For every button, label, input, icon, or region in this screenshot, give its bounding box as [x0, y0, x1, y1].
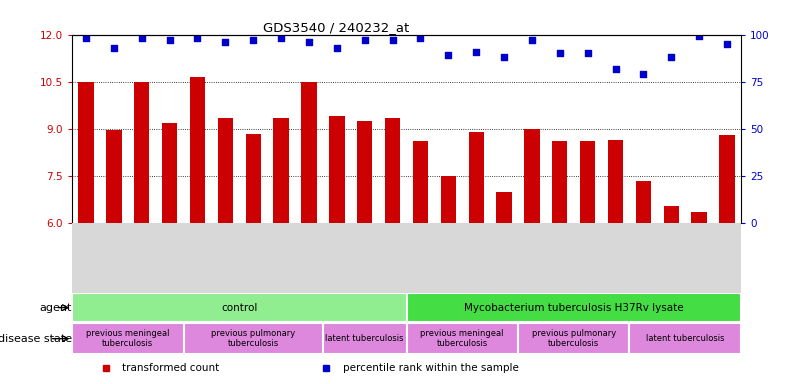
- Bar: [552, 141, 567, 223]
- Text: previous meningeal
tuberculosis: previous meningeal tuberculosis: [86, 329, 170, 348]
- Text: previous meningeal
tuberculosis: previous meningeal tuberculosis: [421, 329, 504, 348]
- Bar: [608, 140, 623, 223]
- Bar: [630, 323, 741, 354]
- Point: [163, 37, 176, 43]
- Text: control: control: [221, 303, 257, 313]
- Bar: [518, 323, 630, 354]
- Bar: [246, 134, 261, 223]
- Bar: [134, 82, 150, 223]
- Text: latent tuberculosis: latent tuberculosis: [646, 334, 724, 343]
- Point: [497, 54, 510, 60]
- Bar: [636, 181, 651, 223]
- Point: [582, 50, 594, 56]
- Point: [721, 41, 734, 47]
- Bar: [469, 132, 484, 223]
- Bar: [218, 118, 233, 223]
- Point: [247, 37, 260, 43]
- Bar: [329, 116, 344, 223]
- Text: agent: agent: [40, 303, 72, 313]
- Text: previous pulmonary
tuberculosis: previous pulmonary tuberculosis: [532, 329, 616, 348]
- Point: [79, 35, 92, 41]
- Bar: [323, 323, 406, 354]
- Text: GDS3540 / 240232_at: GDS3540 / 240232_at: [264, 21, 409, 34]
- Bar: [72, 323, 183, 354]
- Bar: [301, 82, 316, 223]
- Bar: [497, 192, 512, 223]
- Bar: [580, 141, 595, 223]
- Bar: [183, 323, 323, 354]
- Text: latent tuberculosis: latent tuberculosis: [325, 334, 404, 343]
- Point: [693, 33, 706, 40]
- Bar: [406, 293, 741, 322]
- Bar: [385, 118, 400, 223]
- Point: [609, 65, 622, 71]
- Bar: [413, 141, 428, 223]
- Text: previous pulmonary
tuberculosis: previous pulmonary tuberculosis: [211, 329, 296, 348]
- Point: [553, 50, 566, 56]
- Bar: [162, 122, 177, 223]
- Point: [331, 45, 344, 51]
- Bar: [107, 131, 122, 223]
- Point: [637, 71, 650, 77]
- Point: [665, 54, 678, 60]
- Point: [442, 52, 455, 58]
- Bar: [72, 293, 407, 322]
- Point: [358, 37, 371, 43]
- Point: [275, 35, 288, 41]
- Bar: [357, 121, 372, 223]
- Text: percentile rank within the sample: percentile rank within the sample: [343, 363, 519, 373]
- Point: [525, 37, 538, 43]
- Bar: [691, 212, 706, 223]
- Point: [219, 39, 231, 45]
- Bar: [273, 118, 289, 223]
- Bar: [78, 82, 94, 223]
- Point: [469, 48, 482, 55]
- Bar: [441, 176, 456, 223]
- Point: [303, 39, 316, 45]
- Bar: [663, 206, 679, 223]
- Point: [135, 35, 148, 41]
- Point: [107, 45, 120, 51]
- Point: [191, 35, 204, 41]
- Text: disease state: disease state: [0, 334, 72, 344]
- Bar: [406, 323, 518, 354]
- Bar: [190, 77, 205, 223]
- Text: transformed count: transformed count: [123, 363, 219, 373]
- Bar: [719, 135, 735, 223]
- Text: Mycobacterium tuberculosis H37Rv lysate: Mycobacterium tuberculosis H37Rv lysate: [464, 303, 683, 313]
- Point: [414, 35, 427, 41]
- Point: [386, 37, 399, 43]
- Bar: [524, 129, 540, 223]
